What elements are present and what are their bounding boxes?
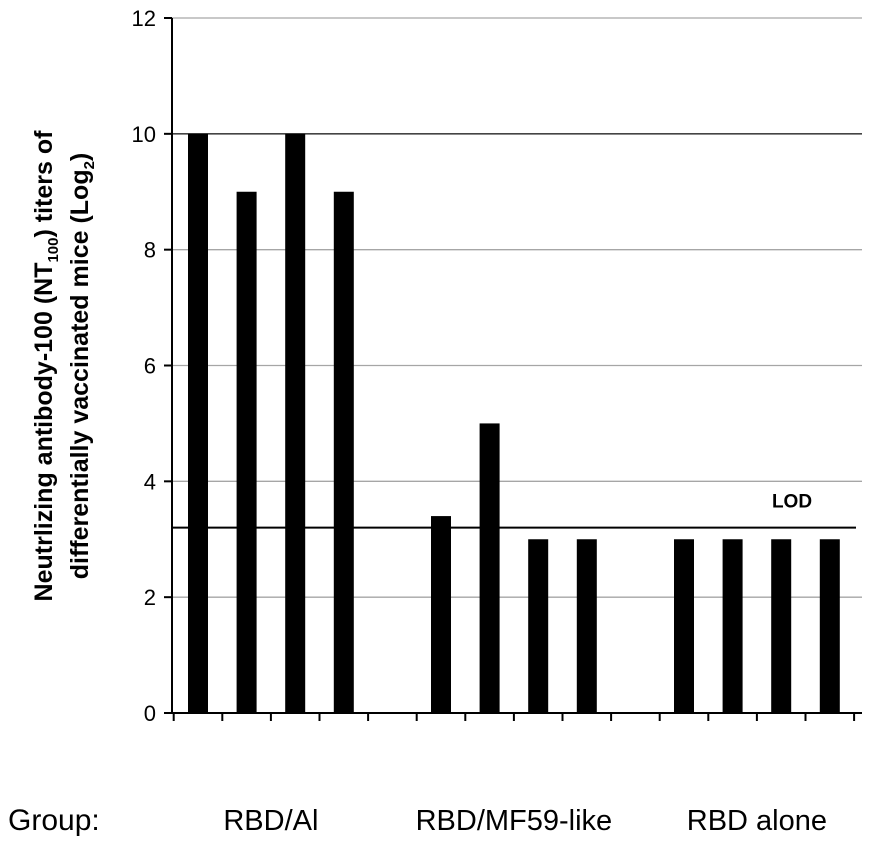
bar-2-4 [576, 539, 597, 713]
x-tick-marks [172, 713, 856, 721]
bar-1-1 [188, 133, 208, 714]
bars [188, 133, 840, 714]
bar-2-1 [431, 516, 451, 713]
y-tick-labels: 0 2 4 6 8 10 12 [132, 6, 172, 726]
group-label-3: RBD alone [687, 805, 827, 837]
bar-2-3 [528, 539, 549, 713]
group-label-2: RBD/MF59-like [416, 805, 613, 837]
y-tick-label-0: 0 [144, 701, 156, 726]
bar-1-4 [333, 191, 354, 713]
lod-label: LOD [772, 492, 812, 513]
bar-1-2 [236, 191, 257, 713]
gridlines [172, 17, 862, 598]
y-tick-label-12: 12 [132, 6, 156, 31]
bar-3-3 [771, 539, 792, 713]
bar-2-2 [479, 423, 500, 713]
bar-1-3 [285, 133, 306, 714]
group-label-1: RBD/Al [223, 805, 318, 837]
bar-3-2 [722, 539, 743, 713]
y-tick-label-10: 10 [132, 122, 156, 147]
y-axis-label-line-2: differentially vaccinated mice (Log2) [66, 153, 98, 580]
bar-3-4 [819, 539, 840, 713]
y-tick-label-6: 6 [144, 354, 156, 379]
y-tick-label-4: 4 [144, 469, 156, 494]
bar-3-1 [674, 539, 694, 713]
group-labels: RBD/Al RBD/MF59-like RBD alone [223, 805, 827, 837]
y-axis-label-line-1: Neutrlizing antibody-100 (NT100) titers … [30, 130, 62, 602]
x-axis-label: Group: [8, 804, 100, 837]
y-tick-label-2: 2 [144, 585, 156, 610]
y-tick-label-8: 8 [144, 238, 156, 263]
